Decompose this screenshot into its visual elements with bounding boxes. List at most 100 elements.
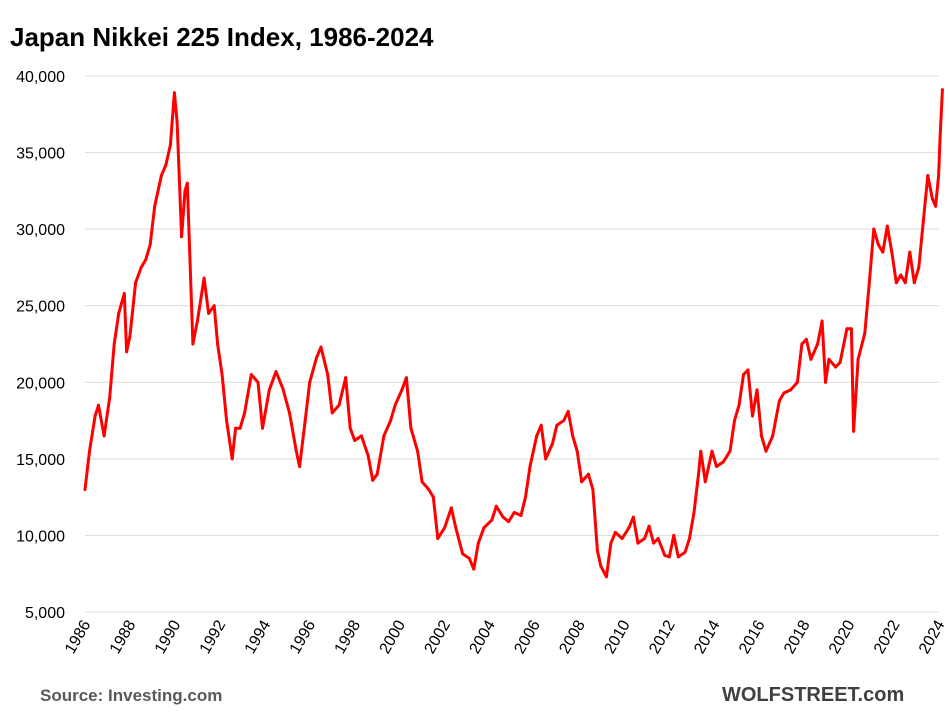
data-point (921, 220, 925, 223)
x-axis-tick-labels: 1986 1988 1990 1992 1994 1996 1998 2000 2002 2004… (62, 617, 949, 656)
data-point (476, 541, 480, 545)
data-point (308, 380, 312, 384)
data-point (566, 409, 570, 413)
data-point (885, 224, 889, 228)
data-point (809, 357, 813, 361)
data-point (164, 163, 168, 167)
data-point (800, 342, 804, 346)
data-point (551, 442, 554, 445)
data-point (238, 426, 242, 430)
data-point (524, 495, 527, 499)
data-point (656, 537, 660, 540)
data-point (703, 480, 707, 484)
data-point (461, 552, 465, 556)
data-point (472, 567, 476, 571)
data-point (937, 174, 941, 177)
data-point (620, 537, 624, 540)
data-point (595, 549, 599, 553)
data-point (539, 423, 543, 427)
data-point (159, 174, 163, 177)
data-point (326, 373, 330, 377)
grid-lines (85, 75, 939, 613)
data-point (256, 380, 260, 384)
data-point (849, 327, 853, 331)
x-tick-label: 1988 (107, 617, 140, 656)
data-point (315, 356, 318, 360)
data-point (172, 91, 176, 95)
data-point (183, 189, 187, 193)
data-point (820, 319, 824, 323)
data-point (117, 311, 121, 315)
data-point (330, 411, 334, 415)
data-point (667, 555, 671, 559)
data-point (721, 460, 725, 464)
data-point (148, 243, 152, 246)
data-point (443, 526, 447, 530)
data-point (344, 376, 348, 380)
data-point (647, 524, 651, 528)
data-point (431, 495, 435, 499)
data-point (856, 357, 860, 361)
data-point (852, 429, 856, 433)
x-tick-label: 2004 (466, 617, 499, 656)
data-point (249, 373, 253, 377)
data-point (519, 514, 523, 517)
data-point (613, 530, 617, 534)
data-point (490, 518, 494, 522)
data-point (243, 411, 247, 415)
data-point (555, 423, 559, 427)
data-point (83, 488, 87, 491)
data-point (389, 419, 393, 423)
data-point (672, 533, 676, 537)
y-tick-label: 10,000 (16, 528, 65, 545)
data-point (562, 419, 566, 423)
x-tick-label: 2022 (871, 617, 904, 656)
data-point (795, 380, 799, 384)
data-point (604, 575, 608, 579)
data-point (281, 386, 285, 390)
data-point (777, 399, 781, 403)
data-point (755, 388, 759, 392)
data-point (220, 373, 224, 377)
x-tick-label: 2002 (422, 617, 455, 656)
x-tick-label: 1998 (332, 617, 365, 656)
data-point (580, 480, 584, 484)
y-tick-label: 40,000 (16, 69, 65, 86)
data-point (834, 365, 838, 369)
data-point (501, 515, 505, 519)
data-point (420, 480, 424, 484)
x-tick-label: 2014 (691, 617, 724, 656)
data-point (102, 434, 106, 438)
y-tick-label: 15,000 (16, 452, 65, 469)
data-point (216, 342, 220, 346)
data-point (571, 434, 575, 438)
data-point (409, 426, 413, 430)
data-point (404, 376, 408, 380)
data-point (609, 541, 613, 545)
x-tick-label: 1994 (242, 617, 275, 656)
data-point (728, 449, 732, 453)
x-tick-label: 2010 (601, 617, 634, 656)
data-point (903, 281, 907, 285)
data-point (230, 457, 234, 461)
data-point (195, 319, 199, 323)
data-point (298, 465, 302, 468)
data-point (544, 457, 548, 461)
data-point (507, 520, 511, 524)
data-point (535, 434, 539, 438)
data-point (940, 88, 944, 92)
data-point (454, 526, 458, 530)
data-point (153, 204, 157, 208)
data-point (294, 449, 298, 453)
data-point (337, 403, 341, 407)
data-point (348, 426, 352, 430)
data-point (234, 426, 238, 430)
data-point (400, 388, 404, 392)
data-point (359, 434, 363, 438)
data-point (202, 276, 206, 280)
data-point (782, 391, 786, 395)
data-point (876, 243, 880, 246)
data-point (134, 281, 138, 285)
data-point (449, 506, 453, 510)
